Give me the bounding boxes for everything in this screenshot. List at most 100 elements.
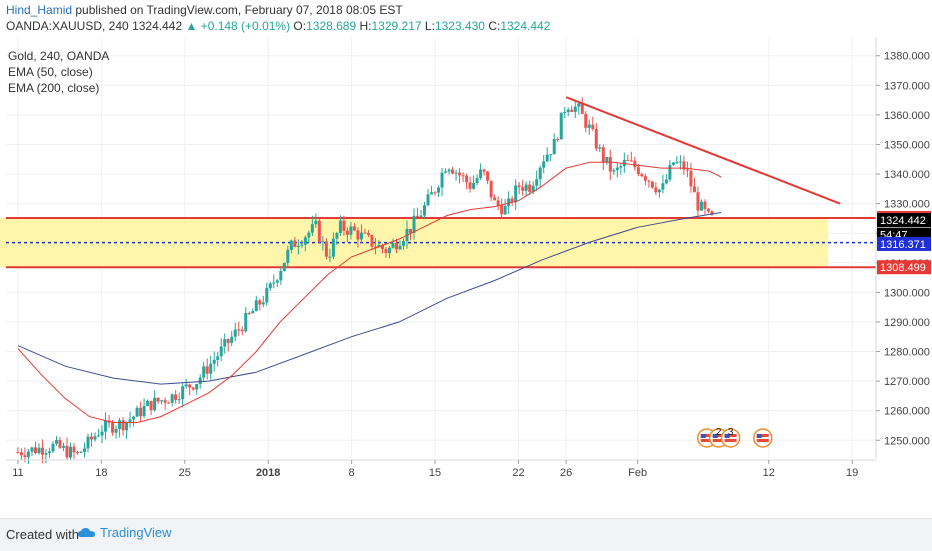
price-tick-label: 1350.000 (884, 139, 930, 151)
candle-body (447, 169, 451, 172)
candle-body (121, 420, 125, 431)
candle-body (76, 452, 80, 454)
candle-body (356, 230, 360, 240)
candle-body (233, 329, 237, 337)
candle-body (184, 384, 188, 387)
price-tick-label: 1280.000 (884, 347, 930, 359)
candle-body (706, 208, 710, 212)
candle-body (86, 436, 90, 449)
candle-body (363, 232, 367, 234)
symbol-label: OANDA:XAUUSD, 240 (6, 19, 129, 33)
candle-body (72, 446, 76, 453)
candle-body (633, 160, 637, 168)
candle-body (293, 240, 297, 248)
candle-body (619, 166, 623, 168)
candle-body (163, 400, 167, 403)
candle-body (47, 451, 51, 454)
candle-body (279, 271, 283, 281)
price-tag-text: 1316.371 (880, 239, 926, 251)
time-tick-label: 19 (846, 467, 858, 479)
candle-body (286, 249, 290, 263)
publish-text: published on TradingView.com, February 0… (75, 3, 403, 17)
ohlc-line: OANDA:XAUUSD, 240 1324.442 ▲ +0.148 (+0.… (6, 19, 550, 33)
candle-body (345, 230, 349, 235)
candle-body (629, 160, 633, 162)
candle-body (223, 339, 227, 347)
chart-header: Hind_Hamid published on TradingView.com,… (0, 0, 932, 36)
candle-body (40, 447, 44, 455)
candle-body (594, 129, 598, 149)
candle-body (68, 446, 72, 458)
candle-body (139, 407, 143, 417)
candle-body (195, 383, 199, 390)
ema50-line (17, 161, 722, 423)
candle-body (387, 247, 391, 254)
candle-body (678, 161, 682, 163)
candle-body (198, 377, 202, 384)
candle-body (640, 174, 644, 177)
high-value: 1329.217 (371, 19, 422, 33)
candle-body (510, 198, 514, 203)
candle-body (338, 220, 342, 233)
trend-line[interactable] (565, 96, 841, 205)
price-tick-label: 1290.000 (884, 317, 930, 329)
time-axis[interactable]: 11 18 25 2018 8 15 22 26 Feb 12 19 (6, 459, 876, 479)
price-tag: 1324.442 (877, 213, 931, 228)
us-flag-event-icon[interactable] (753, 428, 773, 448)
close-value: 1324.442 (500, 19, 551, 33)
candle-body (384, 249, 388, 254)
open-label: O: (293, 19, 307, 33)
candle-body (577, 103, 581, 107)
candle-body (90, 436, 94, 440)
price-tag: 1316.371 (877, 236, 931, 251)
candle-body (111, 422, 115, 433)
candle-body (458, 172, 462, 176)
candle-body (423, 205, 427, 216)
candle-body (268, 283, 272, 289)
candle-body (591, 124, 595, 130)
candle-body (475, 178, 479, 183)
price-tick-label: 1260.000 (884, 406, 930, 418)
candle-body (668, 164, 672, 180)
candle-body (430, 192, 434, 195)
candle-body (552, 139, 556, 155)
time-tick-label: 15 (429, 467, 441, 479)
candle-body (321, 241, 325, 243)
candle-body (514, 185, 518, 203)
time-tick-label: 26 (560, 467, 572, 479)
candle-body (51, 443, 55, 452)
candle-body (531, 185, 535, 192)
footer-bar: Created with TradingView (0, 518, 932, 551)
last-price: 1324.442 (132, 19, 183, 33)
support-zone (0, 217, 876, 269)
candle-body (682, 161, 686, 170)
candle-body (188, 384, 192, 388)
candle-body (237, 329, 241, 331)
candle-body (254, 300, 258, 312)
candle-body (703, 201, 707, 209)
tradingview-link[interactable]: TradingView (78, 525, 172, 540)
candle-body (170, 394, 174, 403)
candle-body (419, 215, 423, 217)
candle-body (612, 170, 616, 172)
candle-body (296, 245, 300, 248)
candle-body (503, 205, 507, 215)
time-tick-label: 22 (512, 467, 524, 479)
candle-body (563, 111, 567, 113)
author-link[interactable]: Hind_Hamid (6, 3, 73, 17)
candle-body (370, 234, 374, 247)
high-label: H: (359, 19, 372, 33)
candle-body (191, 387, 195, 390)
candle-body (468, 182, 472, 189)
time-tick-label: Feb (628, 467, 647, 479)
us-flag-event-icon[interactable]: 3 (720, 427, 741, 448)
candle-body (310, 224, 314, 233)
candle-body (352, 226, 356, 231)
candlesticks (16, 97, 714, 465)
candle-body (482, 169, 486, 172)
candle-body (160, 400, 164, 402)
candle-body (650, 181, 654, 188)
